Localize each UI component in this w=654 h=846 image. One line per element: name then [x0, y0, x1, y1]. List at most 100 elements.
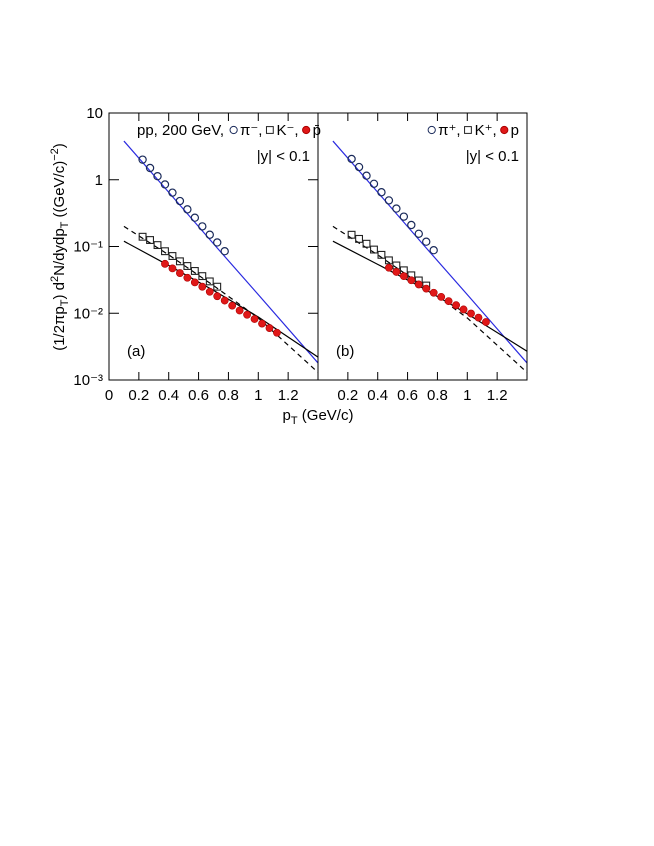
- legend-marker: [265, 126, 274, 134]
- marker-filled: [198, 282, 207, 291]
- marker-filled: [235, 306, 244, 315]
- marker-filled: [444, 297, 453, 306]
- fit-curve: [332, 225, 527, 373]
- y-label-part: ((GeV/c): [51, 161, 68, 222]
- marker-circle: [399, 212, 409, 221]
- marker-filled: [407, 276, 416, 285]
- legend-label: K⁻,: [276, 122, 298, 139]
- y-label-sub: T: [59, 221, 71, 228]
- marker-filled: [190, 278, 199, 287]
- x-tick-label: 0.2: [337, 387, 358, 404]
- x-tick-label: 0.2: [128, 387, 149, 404]
- legend: π⁺, K⁺, p: [427, 122, 519, 139]
- marker-square: [362, 239, 371, 248]
- legend-marker: [427, 125, 436, 135]
- x-tick-label: 0.4: [158, 387, 179, 404]
- y-label-part: (1/2πp: [51, 306, 68, 351]
- legend: pp, 200 GeV, π⁻, K⁻, p̄: [137, 122, 321, 139]
- legend-label: p̄: [313, 122, 321, 139]
- marker-square: [370, 245, 378, 254]
- marker-square: [183, 262, 192, 270]
- marker-filled: [482, 318, 490, 326]
- x-tick-label: 0: [105, 387, 113, 404]
- marker-circle: [138, 155, 147, 164]
- marker-circle: [205, 230, 214, 239]
- marker-filled: [265, 324, 274, 332]
- annotation: |y| < 0.1: [466, 148, 519, 165]
- marker-circle: [354, 162, 364, 172]
- y-tick-label: 10⁻¹: [73, 239, 103, 256]
- y-label-part: ) d: [51, 282, 68, 300]
- y-label-part: ): [51, 143, 68, 148]
- x-tick-label: 0.4: [367, 387, 388, 404]
- marker-filled: [258, 319, 266, 328]
- x-axis-label: pT (GeV/c): [283, 407, 354, 427]
- marker-filled: [273, 328, 281, 337]
- marker-filled: [205, 287, 214, 296]
- frame: [317, 112, 528, 381]
- legend-label: π⁻,: [240, 122, 262, 139]
- marker-circle: [384, 196, 394, 205]
- y-label-sup: 2: [49, 276, 61, 282]
- marker-square: [138, 232, 147, 241]
- marker-circle: [145, 163, 155, 173]
- marker-square: [355, 234, 364, 243]
- plot-area: [332, 140, 527, 373]
- marker-square: [347, 230, 356, 239]
- marker-filled: [459, 305, 468, 314]
- marker-circle: [362, 171, 371, 180]
- marker-circle: [160, 180, 170, 189]
- legend-marker: [229, 125, 238, 135]
- marker-filled: [385, 263, 393, 272]
- marker-square: [146, 236, 155, 244]
- marker-filled: [228, 301, 237, 310]
- marker-square: [213, 282, 222, 291]
- x-tick-label: 0.8: [218, 387, 239, 404]
- x-tick-label: 0.6: [397, 387, 418, 404]
- marker-filled: [429, 288, 438, 297]
- marker-square: [198, 272, 207, 281]
- marker-circle: [429, 246, 438, 255]
- panel-label: (b): [336, 343, 354, 360]
- y-tick-label: 10: [86, 105, 103, 122]
- y-label-sub: T: [59, 299, 71, 306]
- y-tick-label: 10⁻²: [73, 305, 103, 322]
- legend-label: p: [511, 122, 519, 139]
- marker-square: [153, 241, 162, 250]
- marker-circle: [422, 237, 431, 246]
- marker-filled: [161, 259, 169, 268]
- annotation: |y| < 0.1: [257, 148, 310, 165]
- legend-marker: [500, 125, 509, 135]
- marker-filled: [250, 315, 259, 323]
- marker-filled: [220, 296, 229, 305]
- y-label-sup: −2: [49, 148, 61, 161]
- x-tick-label: 1: [463, 387, 471, 404]
- marker-circle: [377, 188, 386, 197]
- marker-filled: [399, 272, 408, 281]
- marker-circle: [220, 247, 229, 256]
- x-tick-label: 1: [254, 387, 262, 404]
- marker-filled: [467, 309, 475, 318]
- marker-square: [190, 267, 199, 275]
- plot-area: [123, 140, 318, 373]
- marker-square: [205, 277, 214, 286]
- marker-square: [175, 257, 184, 266]
- marker-filled: [168, 264, 177, 273]
- marker-square: [161, 247, 169, 256]
- x-tick-label: 0.6: [188, 387, 209, 404]
- marker-circle: [153, 172, 162, 181]
- marker-filled: [213, 292, 222, 301]
- marker-circle: [190, 213, 200, 222]
- marker-circle: [407, 220, 416, 230]
- legend-label: π⁺,: [438, 122, 460, 139]
- marker-filled: [437, 292, 446, 301]
- x-label-part: (GeV/c): [298, 407, 354, 424]
- x-tick-label: 1.2: [487, 387, 508, 404]
- marker-filled: [243, 310, 251, 319]
- x-tick-label: 0.8: [427, 387, 448, 404]
- legend-marker: [464, 126, 472, 134]
- marker-circle: [175, 196, 185, 206]
- y-label-part: N/dydp: [51, 228, 68, 276]
- x-tick-label: 1.2: [278, 387, 299, 404]
- marker-filled: [392, 268, 401, 276]
